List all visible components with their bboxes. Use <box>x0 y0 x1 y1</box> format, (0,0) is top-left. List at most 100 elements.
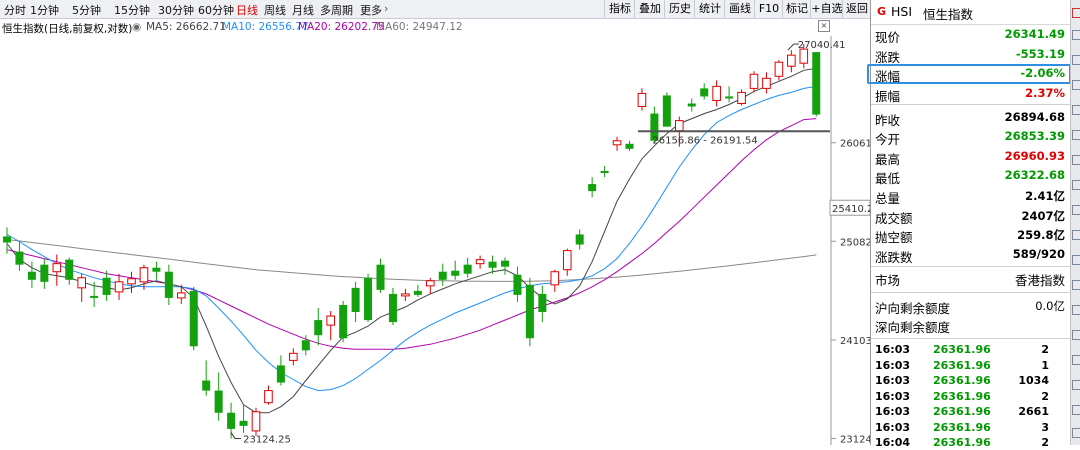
tick-row: 16:03 26361.96 2 <box>875 389 1067 404</box>
quote-label: 涨跌 <box>875 50 901 65</box>
tool-icon[interactable] <box>1072 180 1080 190</box>
quote-label: 涨幅 <box>875 69 901 84</box>
quote-label: 昨收 <box>875 113 901 128</box>
stock-logo-icon: G <box>877 5 887 18</box>
tool-icon[interactable] <box>1072 355 1080 365</box>
candle <box>301 335 310 356</box>
draw-line-button[interactable]: 画线 <box>724 0 755 18</box>
candlestick-chart[interactable]: 26061 25082 24103 23124 25410.2 27040.41 2312… <box>0 36 870 445</box>
tool-icon[interactable] <box>1072 380 1080 390</box>
tick-row: 16:03 26361.96 1 <box>875 358 1067 373</box>
tick-price: 26361.96 <box>933 405 991 418</box>
tick-time: 16:03 <box>875 389 911 403</box>
quote-value: 26853.39 <box>1004 129 1065 143</box>
tab-15min[interactable]: 15分钟 <box>114 4 150 17</box>
tool-icon[interactable] <box>1072 105 1080 115</box>
current-price-tag-box <box>829 199 870 216</box>
f10-button[interactable]: F10 <box>754 0 783 18</box>
mark-button[interactable]: 标记 <box>782 0 811 18</box>
tool-icon[interactable] <box>1072 255 1080 265</box>
tool-icon[interactable] <box>1072 230 1080 240</box>
price-axis: 26061 25082 24103 23124 25410.2 <box>829 139 870 445</box>
candle <box>52 254 62 286</box>
tick-time: 16:04 <box>875 436 911 449</box>
tick-volume: 2 <box>1041 343 1049 356</box>
tab-more[interactable]: 更多 <box>360 4 382 17</box>
quote-row: 最低 26322.68 <box>875 166 1067 186</box>
tab-timeshare[interactable]: 分时 <box>4 4 26 17</box>
quote-value: 2.41亿 <box>1025 189 1065 203</box>
candle <box>326 311 335 341</box>
history-button[interactable]: 历史 <box>664 0 695 18</box>
tool-icon[interactable] <box>1072 130 1080 140</box>
tick-volume: 2 <box>1041 389 1049 403</box>
current-price-tag: 25410.2 <box>832 204 870 215</box>
tick-price: 26361.96 <box>933 358 991 372</box>
candle <box>725 86 734 103</box>
tab-5min[interactable]: 5分钟 <box>72 4 101 17</box>
low-pointer <box>230 432 236 439</box>
tab-multi-period[interactable]: 多周期 <box>320 4 353 17</box>
tick-row: 16:04 26361.96 2 <box>875 435 1067 450</box>
ma5-line <box>6 67 817 414</box>
tick-price: 26361.96 <box>933 374 991 387</box>
candle <box>575 229 584 250</box>
high-annotation: 27040.41 <box>798 40 846 51</box>
tab-weekly[interactable]: 周线 <box>264 4 286 17</box>
quote-value: 26322.68 <box>1004 168 1065 182</box>
quote-label: 抛空额 <box>875 230 913 245</box>
candle <box>451 260 460 280</box>
candle <box>364 273 373 323</box>
candle <box>388 287 397 326</box>
tool-icon[interactable] <box>1072 305 1080 315</box>
tool-icon[interactable] <box>1072 428 1080 438</box>
tool-icon[interactable] <box>1072 405 1080 415</box>
close-icon[interactable]: × <box>818 20 830 32</box>
candle <box>562 248 572 276</box>
candle <box>662 92 671 127</box>
legend-toggle-icon[interactable]: ◉ <box>132 21 142 33</box>
overlay-button[interactable]: 叠加 <box>634 0 665 18</box>
candle <box>164 264 173 305</box>
tool-icon[interactable] <box>1072 8 1080 18</box>
tool-icon[interactable] <box>1072 280 1080 290</box>
quote-value: 589/920 <box>1012 247 1065 261</box>
tool-icon[interactable] <box>1072 30 1080 40</box>
tool-icon[interactable] <box>1072 330 1080 340</box>
add-watchlist-button[interactable]: +自选 <box>810 0 843 18</box>
candle <box>3 227 11 254</box>
quote-value: 2407亿 <box>1021 209 1065 223</box>
tab-60min[interactable]: 60分钟 <box>198 4 234 17</box>
tool-icon[interactable] <box>1072 155 1080 165</box>
candle <box>314 307 323 346</box>
candle <box>251 407 261 436</box>
back-button[interactable]: 返回 <box>842 0 871 18</box>
candle <box>612 136 622 151</box>
candle <box>276 355 285 386</box>
high-pointer <box>787 43 795 51</box>
candle <box>376 258 385 293</box>
candle <box>799 44 809 69</box>
candle <box>15 240 24 271</box>
candle <box>202 360 211 396</box>
candle <box>463 257 472 278</box>
tool-icon[interactable] <box>1072 55 1080 65</box>
tool-icon[interactable] <box>1072 205 1080 215</box>
more-arrow-icon[interactable]: › <box>384 2 389 15</box>
quote-value: -553.19 <box>1015 47 1065 61</box>
low-annotation: 23124.25 <box>243 435 291 445</box>
candle <box>812 52 821 117</box>
statistics-button[interactable]: 统计 <box>694 0 725 18</box>
tab-monthly[interactable]: 月线 <box>292 4 314 17</box>
tool-icon[interactable] <box>1072 80 1080 90</box>
tab-daily[interactable]: 日线 <box>236 4 258 17</box>
quote-label: 振幅 <box>875 89 901 104</box>
tick-price: 26361.96 <box>933 343 991 356</box>
tab-30min[interactable]: 30分钟 <box>158 4 194 17</box>
quote-row: 涨幅 -2.06% <box>867 64 1071 84</box>
price-label: 25082 <box>840 237 870 248</box>
tick-time: 16:03 <box>875 374 911 387</box>
tab-1min[interactable]: 1分钟 <box>30 4 59 17</box>
indicator-button[interactable]: 指标 <box>604 0 635 18</box>
ma10-line <box>6 85 817 392</box>
